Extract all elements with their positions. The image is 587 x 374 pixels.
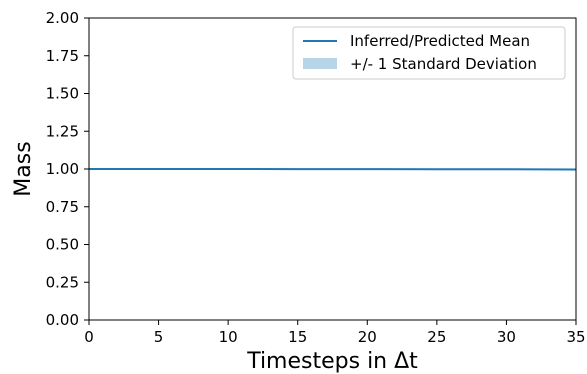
y-tick-label: 1.00 [46,160,79,178]
y-tick-label: 1.75 [46,47,79,65]
x-tick-label: 10 [219,328,238,346]
y-tick-label: 1.25 [46,122,79,140]
legend-entry-mean: Inferred/Predicted Mean [350,32,530,50]
y-tick-label: 0.50 [46,236,79,254]
y-axis-label: Mass [11,141,36,196]
y-tick-label: 0.75 [46,198,79,216]
x-axis-label: Timesteps in Δt [246,349,418,374]
x-tick-label: 35 [566,328,585,346]
x-tick-label: 25 [427,328,446,346]
y-tick-label: 0.25 [46,273,79,291]
y-axis-ticks: 0.00 0.25 0.50 0.75 1.00 1.25 1.50 1.75 2.00 [46,9,89,329]
legend-entry-std: +/- 1 Standard Deviation [350,55,537,73]
legend-band-swatch [303,58,337,69]
x-axis-ticks: 0 5 10 15 20 25 30 35 [84,320,586,346]
y-tick-label: 1.50 [46,85,79,103]
x-tick-label: 15 [288,328,307,346]
x-tick-label: 5 [154,328,164,346]
x-tick-label: 0 [84,328,94,346]
y-tick-label: 2.00 [46,9,79,27]
legend-box [292,26,566,80]
legend: Inferred/Predicted Mean +/- 1 Standard D… [292,26,566,80]
y-tick-label: 0.00 [46,311,79,329]
x-tick-label: 20 [358,328,377,346]
x-tick-label: 30 [497,328,516,346]
